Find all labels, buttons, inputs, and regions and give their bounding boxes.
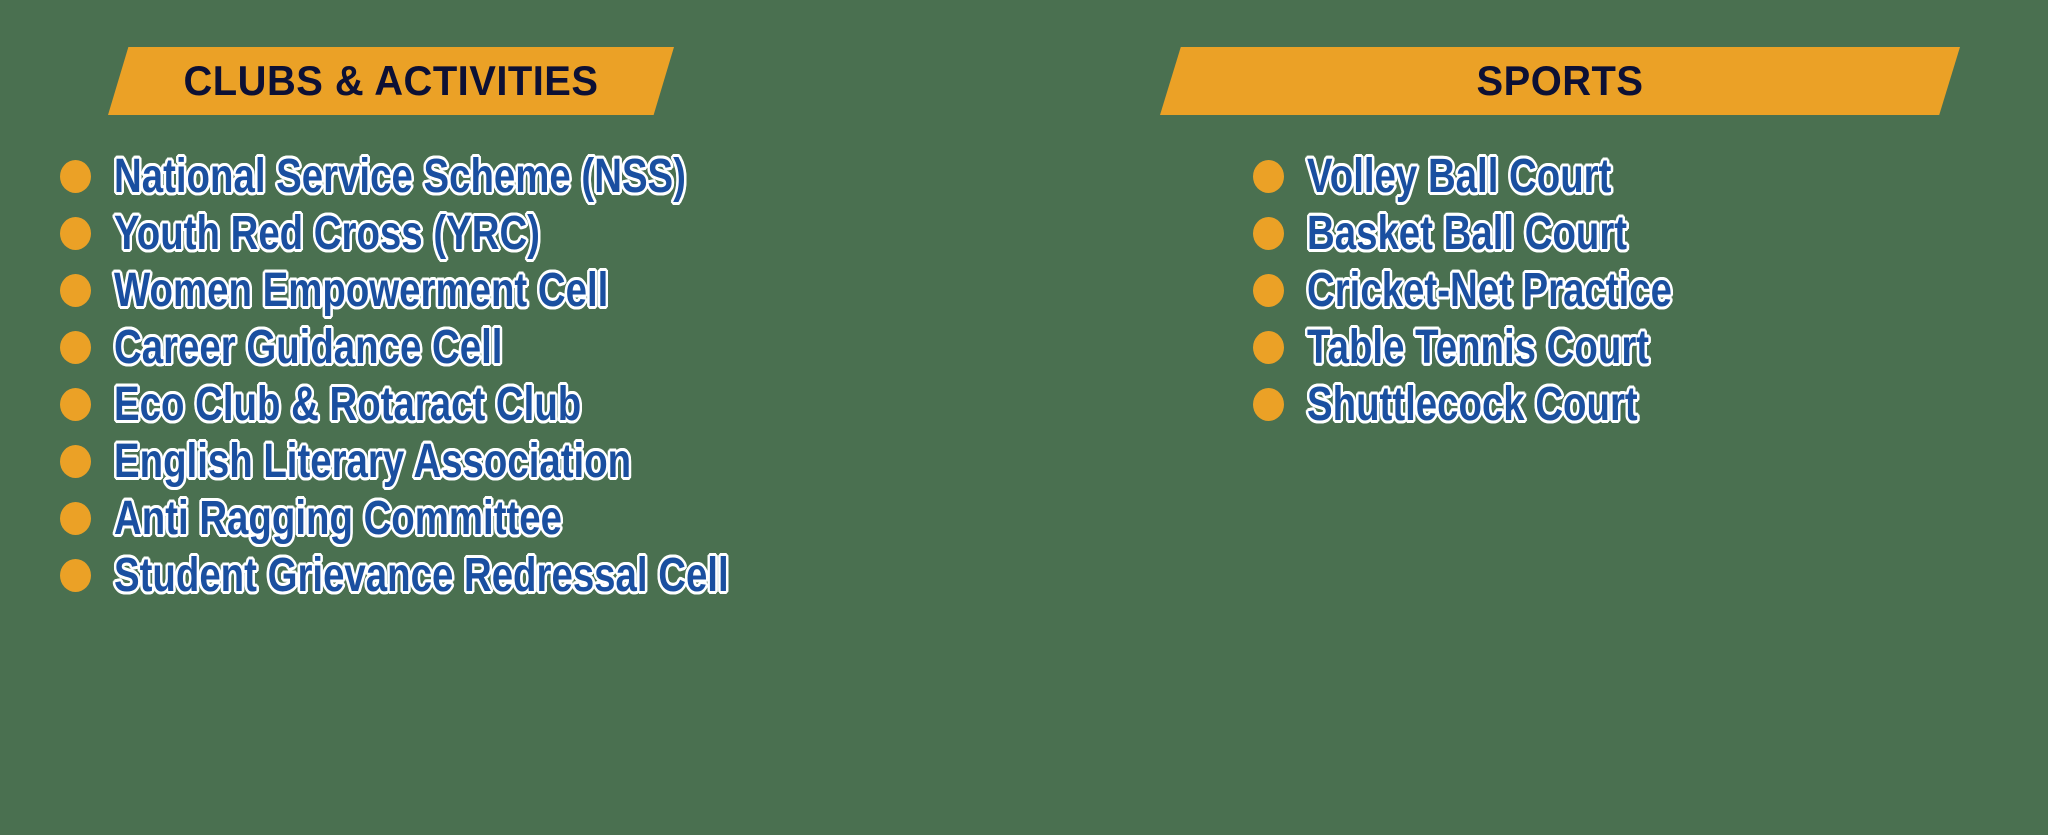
list-item-label: English Literary Association — [114, 434, 632, 488]
bullet-circle-icon — [1253, 160, 1284, 193]
bullet-circle-icon — [1253, 388, 1284, 421]
list-item[interactable]: National Service Scheme (NSS) — [60, 148, 882, 205]
bullet-circle-icon — [60, 502, 91, 535]
bullet-circle-icon — [1253, 217, 1284, 250]
list-item-label: Women Empowerment Cell — [114, 263, 609, 317]
list-item-label: National Service Scheme (NSS) — [114, 149, 686, 203]
bullet-circle-icon — [60, 388, 91, 421]
clubs-header-banner: CLUBS & ACTIVITIES — [108, 47, 674, 115]
list-item-label: Youth Red Cross (YRC) — [114, 206, 540, 260]
list-item[interactable]: Women Empowerment Cell — [60, 262, 882, 319]
list-item-label: Volley Ball Court — [1307, 149, 1612, 203]
list-item-label: Cricket-Net Practice — [1307, 263, 1672, 317]
list-item[interactable]: Basket Ball Court — [1253, 205, 1763, 262]
list-item-label: Career Guidance Cell — [114, 320, 503, 374]
bullet-circle-icon — [60, 445, 91, 478]
bullet-circle-icon — [60, 331, 91, 364]
bullet-circle-icon — [1253, 274, 1284, 307]
bullet-circle-icon — [60, 160, 91, 193]
clubs-list: National Service Scheme (NSS) Youth Red … — [60, 148, 882, 604]
list-item[interactable]: Youth Red Cross (YRC) — [60, 205, 882, 262]
bullet-circle-icon — [60, 217, 91, 250]
list-item[interactable]: English Literary Association — [60, 433, 882, 490]
list-item-label: Student Grievance Redressal Cell — [114, 548, 729, 602]
list-item[interactable]: Table Tennis Court — [1253, 319, 1763, 376]
list-item-label: Table Tennis Court — [1307, 320, 1650, 374]
bullet-circle-icon — [1253, 331, 1284, 364]
clubs-header-title: CLUBS & ACTIVITIES — [183, 57, 599, 104]
list-item[interactable]: Career Guidance Cell — [60, 319, 882, 376]
bullet-circle-icon — [60, 274, 91, 307]
list-item[interactable]: Shuttlecock Court — [1253, 376, 1763, 433]
list-item[interactable]: Student Grievance Redressal Cell — [60, 547, 882, 604]
list-item-label: Anti Ragging Committee — [114, 491, 562, 545]
clubs-banner-shape — [108, 47, 674, 115]
list-item[interactable]: Eco Club & Rotaract Club — [60, 376, 882, 433]
list-item[interactable]: Volley Ball Court — [1253, 148, 1763, 205]
list-item-label: Basket Ball Court — [1307, 206, 1628, 260]
list-item[interactable]: Cricket-Net Practice — [1253, 262, 1763, 319]
sports-header-title: SPORTS — [1476, 57, 1644, 104]
sports-header-banner: SPORTS — [1160, 47, 1960, 115]
sports-list: Volley Ball Court Basket Ball Court Cric… — [1253, 148, 1763, 433]
sports-banner-shape — [1160, 47, 1960, 115]
bullet-circle-icon — [60, 559, 91, 592]
list-item-label: Shuttlecock Court — [1307, 377, 1638, 431]
list-item-label: Eco Club & Rotaract Club — [114, 377, 582, 431]
list-item[interactable]: Anti Ragging Committee — [60, 490, 882, 547]
